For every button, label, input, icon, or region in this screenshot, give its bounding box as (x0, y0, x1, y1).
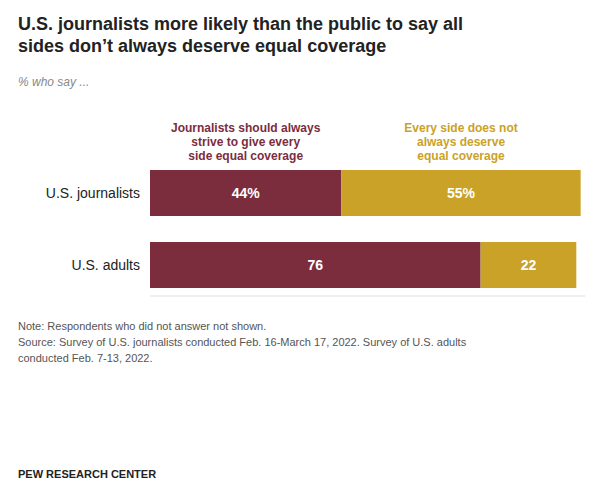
data-label: 44% (232, 185, 261, 201)
note: Note: Respondents who did not answer not… (18, 320, 266, 332)
data-label: 76 (308, 257, 324, 273)
axis-line (150, 296, 585, 297)
title: U.S. journalists more likely than the pu… (18, 14, 463, 34)
chart: U.S. journalists more likely than the pu… (0, 0, 602, 497)
column-header: Journalists should always (171, 121, 321, 135)
data-labels: 44% 55% 76 22 (232, 185, 537, 273)
bar (481, 242, 577, 288)
data-label: 22 (521, 257, 537, 273)
column-header: Every side does not (404, 121, 517, 135)
column-header: strive to give every (191, 135, 300, 149)
note: conducted Feb. 7-13, 2022. (18, 352, 153, 364)
bar (150, 242, 481, 288)
bars (150, 170, 581, 288)
bar (150, 170, 341, 216)
background (0, 0, 602, 497)
column-header: side equal coverage (188, 149, 303, 163)
subtitle: % who say ... (18, 75, 89, 89)
category-label: U.S. journalists (46, 185, 140, 201)
data-label: 55% (447, 185, 476, 201)
bar (341, 170, 580, 216)
footer: PEW RESEARCH CENTER (18, 468, 156, 480)
note: Source: Survey of U.S. journalists condu… (18, 336, 467, 348)
column-header: equal coverage (417, 149, 505, 163)
column-header: always deserve (417, 135, 505, 149)
category-label: U.S. adults (72, 257, 140, 273)
title: sides don’t always deserve equal coverag… (18, 36, 386, 56)
